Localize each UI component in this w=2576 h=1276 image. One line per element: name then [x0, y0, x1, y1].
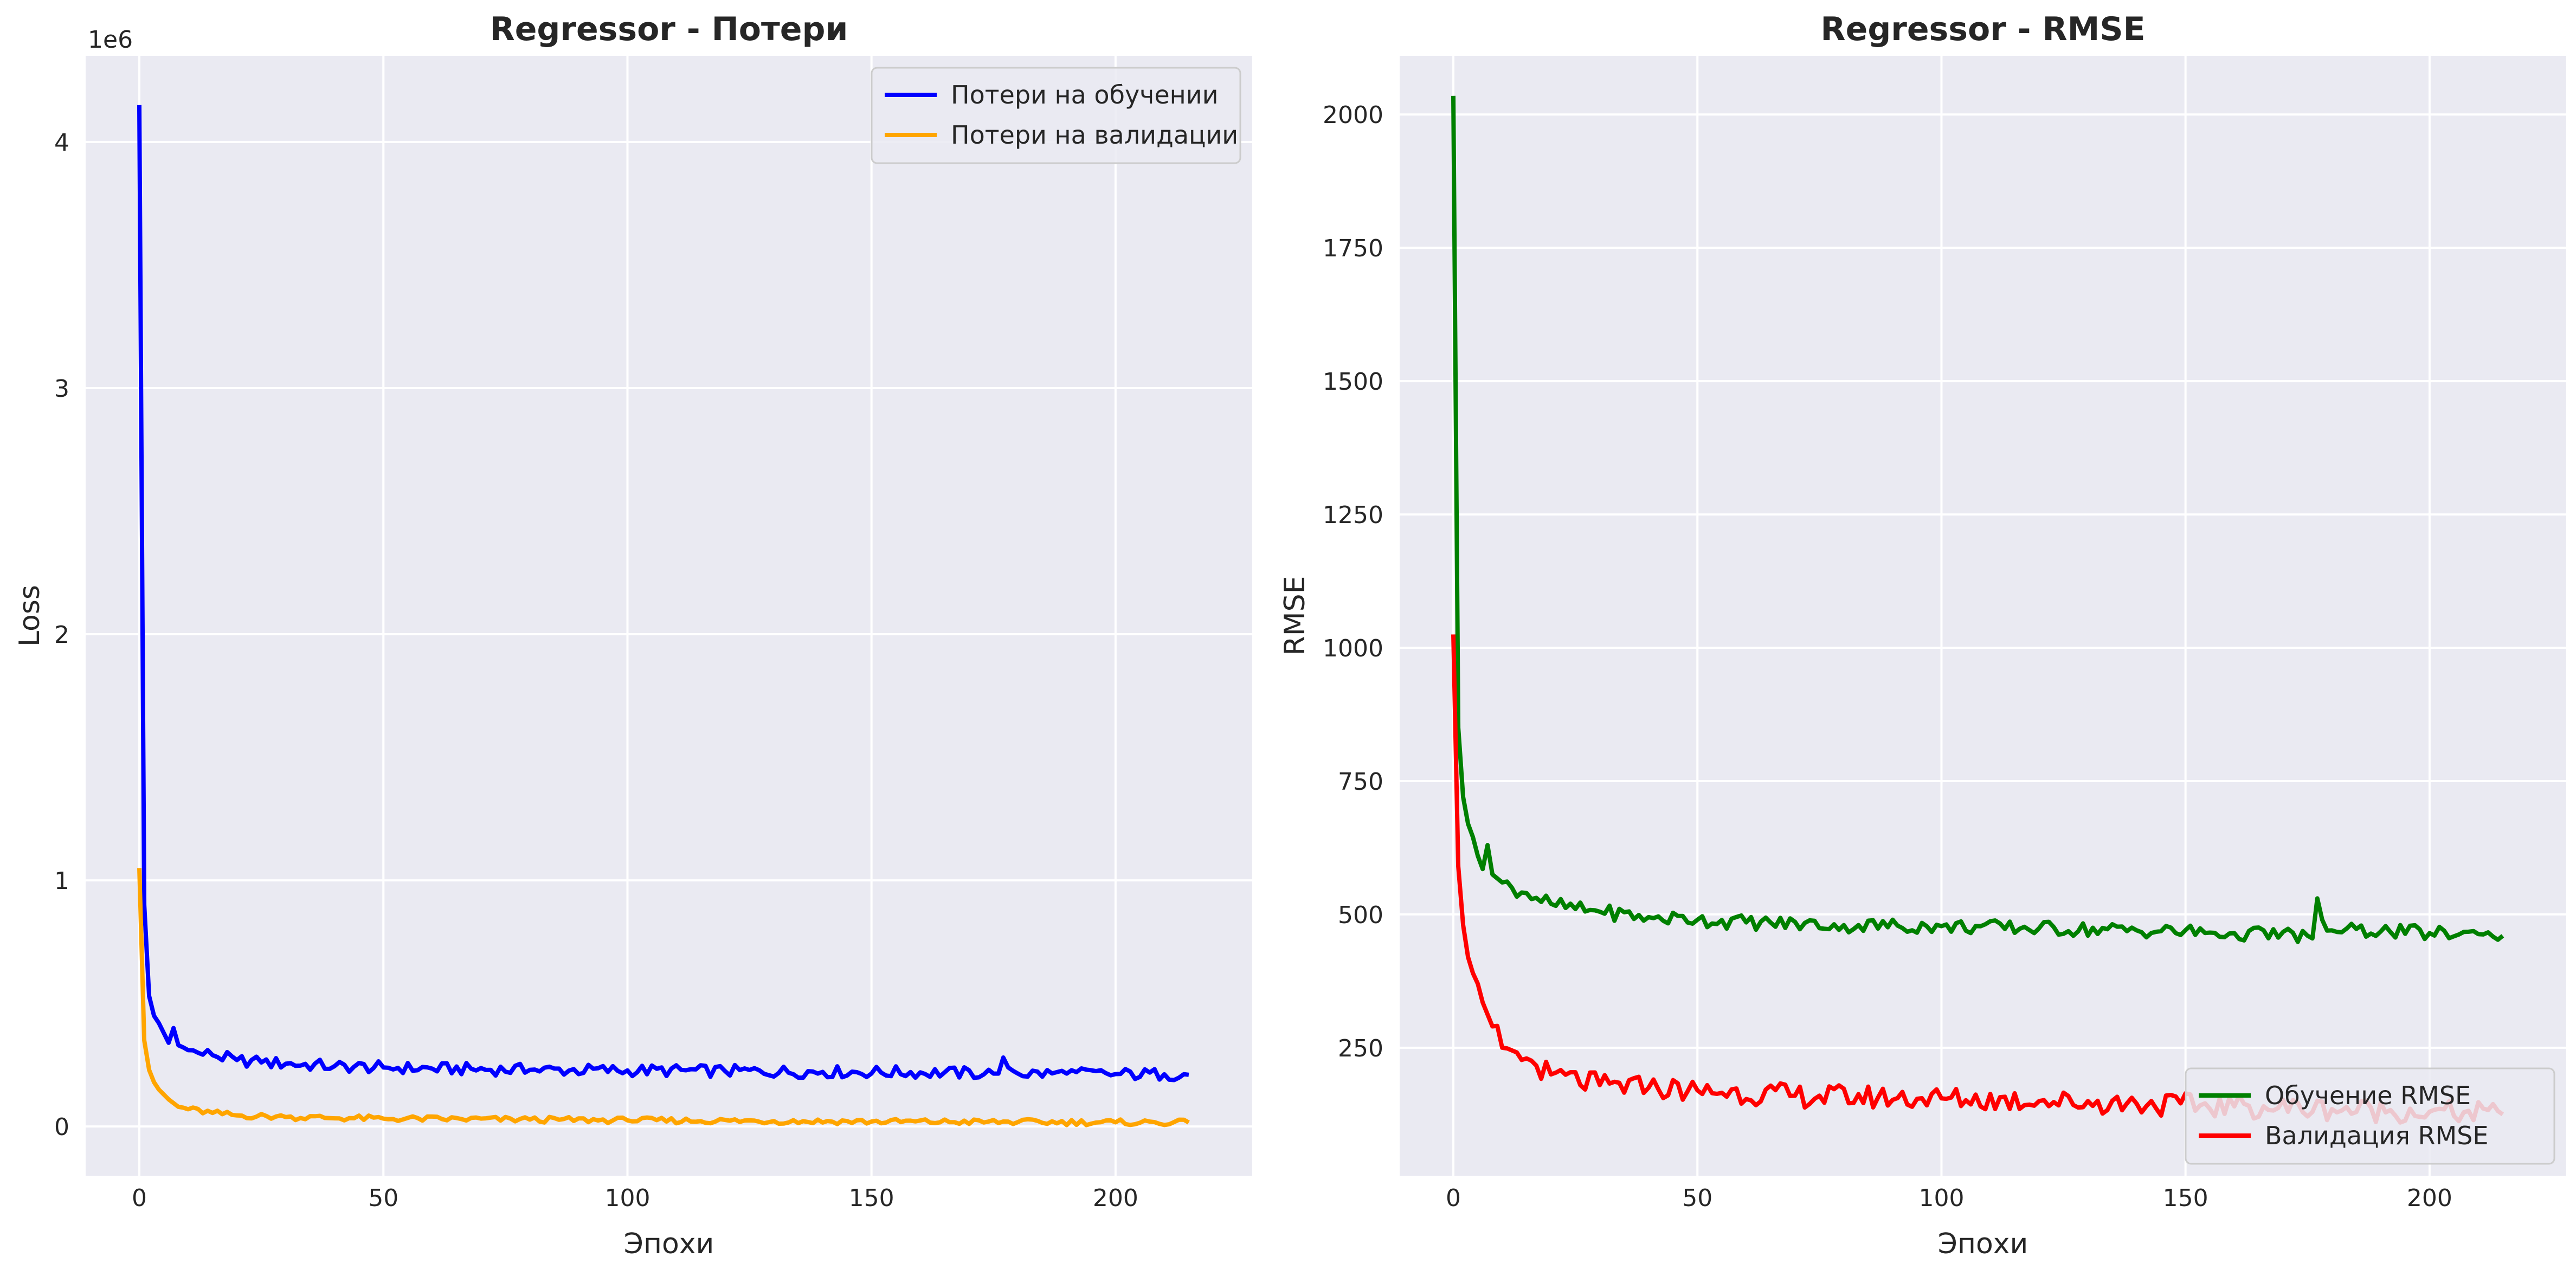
rmse-y-tick-label: 1500 — [1323, 368, 1383, 396]
loss-y-tick-label: 3 — [54, 375, 69, 403]
loss-x-tick-label: 100 — [604, 1184, 650, 1212]
rmse-x-tick-label: 150 — [2163, 1184, 2208, 1212]
rmse-legend-entry: Валидация RMSE — [2265, 1121, 2488, 1150]
loss-plot-area — [86, 56, 1252, 1176]
rmse-y-tick-label: 1750 — [1323, 235, 1383, 262]
rmse-y-tick-label: 250 — [1338, 1035, 1383, 1062]
rmse-grid — [1400, 56, 2566, 1176]
loss-y-tick-label: 4 — [54, 129, 69, 157]
rmse-ticks: 0 50 100 150 200 250 500 750 1000 1250 1500 1750 200… — [1323, 101, 2452, 1212]
loss-chart-title: Regressor - Потери — [490, 10, 848, 48]
rmse-legend-box — [2185, 1067, 2555, 1165]
rmse-x-tick-label: 0 — [1446, 1184, 1461, 1212]
loss-x-tick-label: 0 — [132, 1184, 147, 1212]
rmse-legend: Обучение RMSE Валидация RMSE — [2185, 1067, 2555, 1165]
rmse-legend-entry: Обучение RMSE — [2265, 1081, 2471, 1110]
loss-offset-label: 1e6 — [88, 26, 133, 54]
rmse-plot-area — [1400, 56, 2566, 1176]
rmse-x-tick-label: 100 — [1918, 1184, 1964, 1212]
loss-x-axis-label: Эпохи — [624, 1228, 714, 1260]
rmse-series-line-1 — [1451, 95, 2504, 944]
loss-y-tick-label: 2 — [54, 621, 69, 649]
rmse-y-tick-label: 1000 — [1323, 635, 1383, 662]
loss-legend-box — [871, 67, 1241, 164]
loss-series-line-2 — [137, 868, 1190, 1127]
loss-x-tick-label: 50 — [368, 1184, 398, 1212]
rmse-y-tick-label: 1250 — [1323, 501, 1383, 529]
rmse-y-tick-label: 2000 — [1323, 101, 1383, 129]
loss-legend-entry: Потери на валидации — [951, 120, 1238, 150]
loss-legend: Потери на обучении Потери на валидации — [871, 67, 1241, 164]
loss-series — [137, 105, 1190, 1127]
loss-x-tick-label: 200 — [1093, 1184, 1138, 1212]
rmse-chart: 0 50 100 150 200 250 500 750 1000 1250 1500 1750 200… — [1279, 10, 2566, 1260]
rmse-x-tick-label: 200 — [2407, 1184, 2452, 1212]
rmse-y-tick-label: 750 — [1338, 768, 1383, 796]
loss-y-tick-label: 0 — [54, 1113, 69, 1141]
loss-y-tick-label: 1 — [54, 867, 69, 895]
rmse-y-axis-label: RMSE — [1279, 576, 1311, 656]
loss-legend-entry: Потери на обучении — [951, 80, 1219, 109]
loss-ticks: 0 50 100 150 200 0 1 2 3 4 — [54, 129, 1138, 1212]
loss-x-tick-label: 150 — [849, 1184, 894, 1212]
loss-series-line-1 — [137, 105, 1189, 1082]
rmse-x-tick-label: 50 — [1682, 1184, 1712, 1212]
rmse-x-axis-label: Эпохи — [1938, 1228, 2028, 1260]
rmse-chart-title: Regressor - RMSE — [1820, 10, 2145, 48]
loss-y-axis-label: Loss — [14, 585, 46, 647]
loss-chart: 0 50 100 150 200 0 1 2 3 4 Regressor - Потери Эпо… — [14, 10, 1252, 1260]
rmse-y-tick-label: 500 — [1338, 901, 1383, 929]
